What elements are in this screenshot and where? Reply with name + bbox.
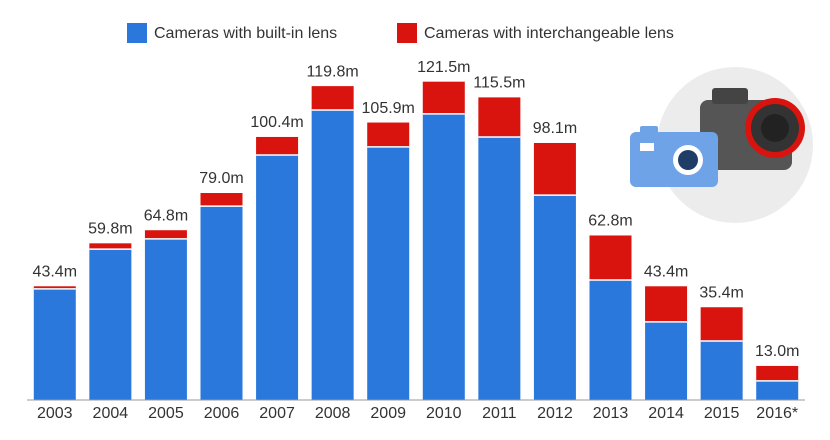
bar-segment xyxy=(589,280,632,400)
camera-icon xyxy=(630,67,813,223)
x-tick-label: 2003 xyxy=(37,405,73,422)
bar-segment xyxy=(422,81,465,114)
total-label: 59.8m xyxy=(88,221,132,238)
bar-segment xyxy=(367,122,410,147)
bar-segment xyxy=(533,142,576,196)
bar-segment xyxy=(589,235,632,281)
x-tick-label: 2009 xyxy=(370,405,406,422)
total-label: 98.1m xyxy=(533,120,577,137)
bar-segment xyxy=(756,365,799,381)
x-tick-label: 2013 xyxy=(593,405,629,422)
bar-segment xyxy=(33,288,76,400)
x-tick-label: 2006 xyxy=(204,405,240,422)
legend-label: Cameras with built-in lens xyxy=(154,25,337,42)
total-label: 13.0m xyxy=(755,343,799,360)
bar-segment xyxy=(367,146,410,400)
bar-segment xyxy=(144,230,187,239)
total-label: 119.8m xyxy=(307,63,359,80)
bar-segment xyxy=(478,136,521,400)
bar-segment xyxy=(533,195,576,400)
x-tick-label: 2016* xyxy=(756,405,798,422)
legend-label: Cameras with interchangeable lens xyxy=(424,25,674,42)
legend-swatch xyxy=(127,23,147,43)
bar-segment xyxy=(645,321,688,400)
bar-segment xyxy=(756,380,799,400)
bar-segment xyxy=(256,155,299,400)
total-label: 121.5m xyxy=(417,59,470,76)
total-label: 100.4m xyxy=(250,114,303,131)
bar-segment xyxy=(33,286,76,289)
x-tick-label: 2004 xyxy=(93,405,129,422)
bar-segment xyxy=(311,86,354,110)
bar-segment xyxy=(89,243,132,250)
total-label: 43.4m xyxy=(33,264,77,281)
bar-segment xyxy=(700,341,743,400)
x-tick-label: 2012 xyxy=(537,405,573,422)
total-label: 115.5m xyxy=(473,75,525,92)
bar-segment xyxy=(144,238,187,400)
total-label: 35.4m xyxy=(699,284,743,301)
x-tick-label: 2011 xyxy=(482,405,517,422)
bar-segment xyxy=(200,193,243,207)
bar-segment xyxy=(645,286,688,322)
x-tick-label: 2005 xyxy=(148,405,184,422)
x-tick-label: 2014 xyxy=(648,405,684,422)
bar-segment xyxy=(256,136,299,156)
total-label: 64.8m xyxy=(144,207,188,224)
total-label: 105.9m xyxy=(362,100,415,117)
x-tick-label: 2008 xyxy=(315,405,351,422)
x-tick-label: 2007 xyxy=(259,405,295,422)
bar-segment xyxy=(311,109,354,400)
bar-segment xyxy=(89,249,132,400)
legend-swatch xyxy=(397,23,417,43)
bar-segment xyxy=(200,206,243,400)
bar-segment xyxy=(700,307,743,342)
x-tick-label: 2015 xyxy=(704,405,740,422)
x-tick-label: 2010 xyxy=(426,405,462,422)
bar-segment xyxy=(422,113,465,401)
bar-segment xyxy=(478,97,521,137)
total-label: 62.8m xyxy=(588,213,632,230)
total-label: 79.0m xyxy=(199,170,243,187)
total-label: 43.4m xyxy=(644,264,688,281)
